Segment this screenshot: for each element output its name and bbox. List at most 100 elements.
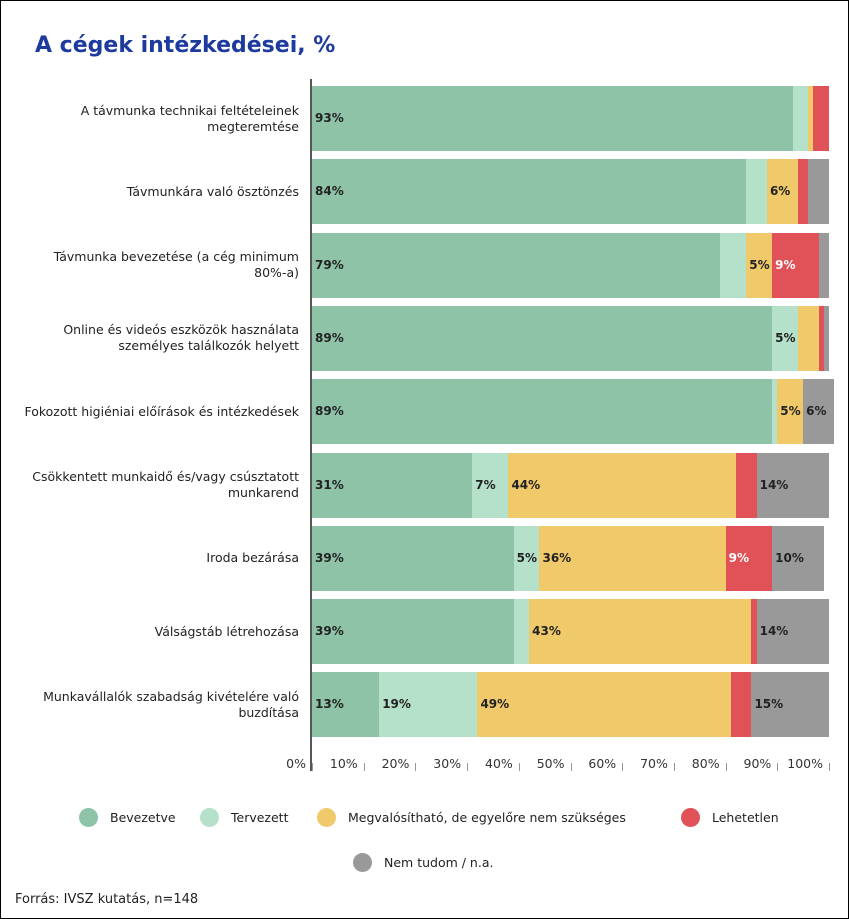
bar-segment (379, 672, 478, 738)
value-label: 15% (754, 697, 784, 712)
legend-swatch (200, 808, 219, 827)
bar-segment (472, 452, 509, 518)
value-label: 84% (315, 184, 344, 199)
value-label: 93% (315, 111, 344, 125)
bar-segment (766, 159, 798, 225)
y-axis-line (310, 79, 312, 771)
value-label: 31% (315, 477, 344, 492)
value-label: 36% (542, 550, 572, 565)
category-label: Távmunka bevezetése (a cég minimum 80%-a… (53, 249, 299, 281)
value-label: 39% (315, 624, 344, 639)
bar-segment (529, 599, 752, 665)
legend-swatch (681, 808, 700, 827)
value-label: 44% (511, 477, 541, 492)
tick-mark (518, 763, 520, 771)
bar-segment (312, 232, 721, 298)
bar-segment (772, 232, 819, 298)
bar-segment (312, 305, 773, 371)
bar-segment (312, 379, 773, 445)
bar-segment (808, 159, 829, 225)
bar-segment (792, 86, 809, 151)
bar-segment (772, 525, 824, 591)
bar-segment (312, 452, 473, 518)
bar-segment (746, 232, 773, 298)
x-tick-label: 40% (485, 756, 513, 771)
tick-mark (725, 763, 727, 771)
bar-segment (735, 452, 757, 518)
value-label: 5% (749, 257, 770, 272)
bar-segment (813, 86, 829, 151)
value-label: 39% (315, 550, 344, 565)
bar-segment (312, 599, 514, 665)
bar-segment (725, 525, 773, 591)
chart-title: A cégek intézkedései, % (35, 33, 336, 58)
bar-segment (312, 672, 380, 738)
value-label: 43% (532, 624, 561, 639)
bar-segment (513, 525, 540, 591)
tick-mark (829, 763, 830, 771)
legend-label: Nem tudom / n.a. (384, 855, 494, 870)
value-label: 9% (728, 550, 749, 565)
legend-label: Tervezett (231, 810, 289, 825)
value-label: 6% (769, 184, 791, 199)
x-tick-label: 80% (691, 756, 720, 771)
bar-segment (797, 305, 819, 371)
value-label: 13% (315, 697, 344, 712)
bar-segment (751, 672, 829, 738)
value-label: 5% (780, 404, 801, 419)
value-label: 89% (315, 404, 344, 419)
tick-mark (467, 763, 469, 771)
value-label: 7% (475, 477, 496, 492)
bar-segment (312, 86, 793, 151)
value-label: 49% (480, 697, 510, 712)
category-label: Távmunkára való ösztönzés (126, 183, 299, 199)
x-tick-label: 50% (536, 756, 565, 771)
value-label: 14% (759, 624, 789, 639)
category-label: Fokozott higiéniai előírások és intézked… (24, 403, 299, 419)
value-label: 89% (315, 330, 344, 345)
value-label: 79% (315, 257, 344, 272)
bar-segment (803, 379, 835, 445)
category-label: Munkavállalók szabadság kivételére való … (43, 688, 299, 720)
tick-mark (622, 763, 624, 771)
bar-segment (756, 599, 829, 665)
x-tick-label: 0% (286, 756, 306, 771)
bar-segment (730, 672, 752, 738)
x-tick-label: 60% (588, 756, 617, 771)
value-label: 9% (775, 257, 796, 272)
source-note: Forrás: IVSZ kutatás, n=148 (15, 892, 199, 907)
bar-segment (808, 86, 814, 151)
x-tick-label: 90% (743, 756, 772, 771)
x-tick-label: 30% (433, 756, 462, 771)
value-label: 10% (775, 550, 804, 565)
bar-segment (477, 672, 731, 738)
bar-segment (772, 305, 798, 371)
tick-mark (570, 763, 572, 771)
x-tick-label: 100% (787, 756, 823, 771)
bar-segment (312, 525, 514, 591)
x-tick-label: 10% (329, 756, 358, 771)
bar-segment (823, 305, 829, 371)
tick-mark (415, 763, 417, 771)
value-label: 19% (382, 697, 411, 712)
bar-segment (797, 159, 809, 225)
bar-segment (508, 452, 736, 518)
bar-segment (777, 379, 804, 445)
legend-swatch (353, 853, 372, 872)
tick-mark (312, 763, 313, 771)
legend-label: Megvalósítható, de egyelőre nem szüksége… (348, 810, 626, 825)
x-tick-label: 20% (381, 756, 410, 771)
tick-mark (363, 763, 365, 771)
bar-segment (720, 232, 747, 298)
bar-segment (312, 159, 747, 225)
value-label: 14% (759, 477, 789, 492)
tick-mark (777, 763, 779, 771)
bar-segment (756, 452, 829, 518)
legend-label: Lehetetlen (712, 810, 779, 825)
bar-segment (818, 232, 829, 298)
legend-swatch (79, 808, 98, 827)
legend-swatch (317, 808, 336, 827)
category-label: Válságstáb létrehozása (154, 623, 299, 639)
value-label: 5% (775, 330, 796, 345)
